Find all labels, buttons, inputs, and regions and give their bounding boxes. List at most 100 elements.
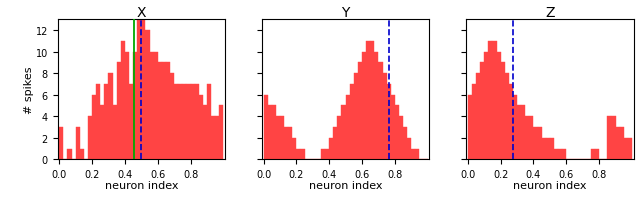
- Bar: [191, 84, 195, 160]
- Bar: [591, 149, 595, 160]
- Bar: [170, 74, 174, 160]
- Bar: [272, 106, 276, 160]
- Bar: [137, 20, 141, 160]
- Bar: [374, 52, 378, 160]
- Bar: [358, 63, 362, 160]
- Bar: [595, 149, 599, 160]
- Bar: [620, 127, 624, 160]
- Bar: [476, 74, 480, 160]
- Bar: [100, 106, 104, 160]
- Bar: [534, 127, 538, 160]
- Bar: [292, 138, 296, 160]
- Bar: [387, 84, 391, 160]
- Bar: [268, 106, 272, 160]
- Bar: [157, 63, 162, 160]
- Bar: [337, 117, 342, 160]
- Bar: [186, 84, 191, 160]
- Bar: [628, 138, 632, 160]
- Bar: [412, 149, 415, 160]
- Bar: [121, 42, 125, 160]
- Bar: [488, 42, 492, 160]
- Bar: [407, 138, 412, 160]
- Bar: [109, 74, 113, 160]
- Bar: [383, 74, 387, 160]
- Bar: [325, 149, 329, 160]
- Bar: [182, 84, 186, 160]
- Bar: [370, 42, 374, 160]
- Bar: [546, 138, 550, 160]
- Bar: [538, 127, 541, 160]
- Title: Y: Y: [341, 6, 350, 20]
- Bar: [399, 117, 403, 160]
- Bar: [104, 84, 109, 160]
- Bar: [288, 127, 292, 160]
- Bar: [525, 117, 529, 160]
- Bar: [60, 127, 63, 160]
- Bar: [199, 95, 203, 160]
- Bar: [154, 52, 157, 160]
- Y-axis label: # spikes: # spikes: [24, 66, 34, 114]
- Bar: [76, 127, 80, 160]
- Bar: [179, 84, 182, 160]
- Title: X: X: [136, 6, 146, 20]
- Bar: [125, 52, 129, 160]
- X-axis label: neuron index: neuron index: [104, 181, 178, 190]
- Bar: [403, 127, 407, 160]
- Bar: [195, 84, 199, 160]
- Bar: [484, 52, 488, 160]
- Bar: [517, 106, 521, 160]
- Bar: [150, 52, 154, 160]
- Bar: [207, 84, 211, 160]
- Bar: [492, 42, 497, 160]
- Bar: [513, 95, 517, 160]
- Bar: [349, 84, 354, 160]
- Bar: [562, 149, 566, 160]
- Bar: [133, 52, 137, 160]
- Bar: [346, 95, 349, 160]
- Bar: [220, 106, 223, 160]
- Bar: [67, 149, 72, 160]
- Bar: [92, 95, 96, 160]
- X-axis label: neuron index: neuron index: [513, 181, 587, 190]
- Bar: [521, 106, 525, 160]
- Bar: [554, 149, 558, 160]
- Bar: [472, 84, 476, 160]
- Bar: [88, 117, 92, 160]
- Bar: [611, 117, 616, 160]
- Bar: [395, 106, 399, 160]
- Bar: [362, 52, 366, 160]
- Bar: [391, 95, 395, 160]
- Bar: [162, 63, 166, 160]
- Bar: [333, 127, 337, 160]
- Bar: [354, 74, 358, 160]
- Bar: [215, 117, 220, 160]
- Bar: [480, 63, 484, 160]
- Bar: [624, 138, 628, 160]
- Title: Z: Z: [545, 6, 555, 20]
- Bar: [276, 117, 280, 160]
- Bar: [497, 52, 500, 160]
- Bar: [80, 149, 84, 160]
- Bar: [321, 149, 325, 160]
- Bar: [296, 149, 300, 160]
- Bar: [329, 138, 333, 160]
- Bar: [616, 127, 620, 160]
- Bar: [558, 149, 562, 160]
- Bar: [145, 31, 150, 160]
- Bar: [505, 74, 509, 160]
- Bar: [284, 127, 288, 160]
- Bar: [280, 117, 284, 160]
- Bar: [166, 63, 170, 160]
- Bar: [468, 95, 472, 160]
- Bar: [129, 84, 133, 160]
- Bar: [264, 95, 268, 160]
- Bar: [500, 63, 505, 160]
- Bar: [211, 117, 215, 160]
- Bar: [541, 138, 546, 160]
- Bar: [378, 63, 383, 160]
- Bar: [113, 106, 116, 160]
- Bar: [141, 20, 145, 160]
- Bar: [300, 149, 305, 160]
- Bar: [529, 117, 534, 160]
- Bar: [116, 63, 121, 160]
